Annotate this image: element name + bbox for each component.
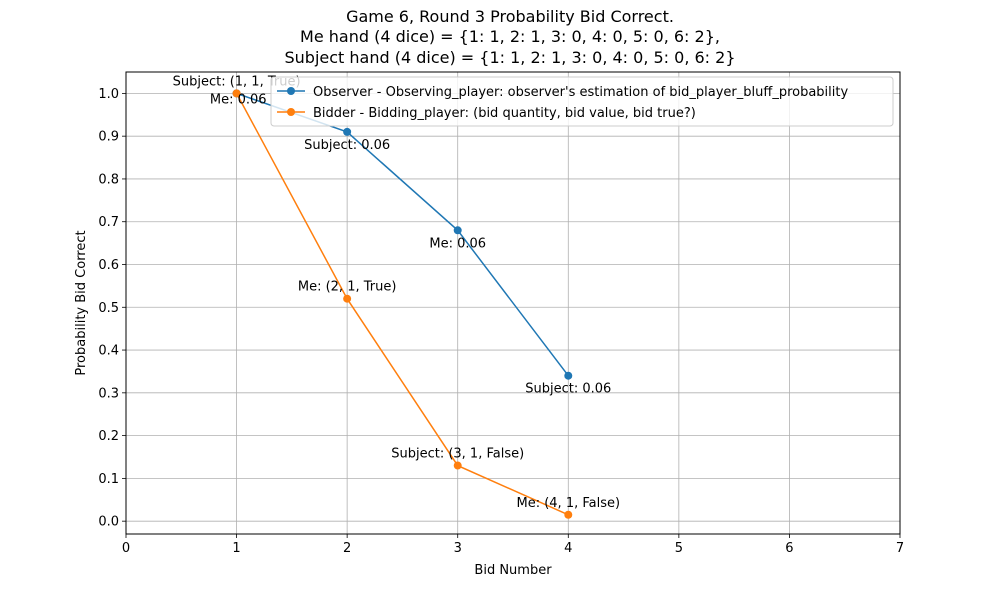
annotations: Me: 0.06 Subject: 0.06 Me: 0.06 Subject: 0.… xyxy=(173,74,620,510)
data-label: Me: 0.06 xyxy=(210,92,267,107)
legend-label: Bidder - Bidding_player: (bid quantity, … xyxy=(313,106,696,121)
y-tick-label: 0.4 xyxy=(98,344,119,359)
data-label: Subject: 0.06 xyxy=(525,382,611,397)
y-tick-label: 0.1 xyxy=(98,472,119,487)
series-layer xyxy=(232,89,573,519)
x-tick-label: 7 xyxy=(896,541,904,556)
y-tick-label: 1.0 xyxy=(98,87,119,102)
x-tick-label: 3 xyxy=(454,541,462,556)
data-label: Me: (4, 1, False) xyxy=(516,496,620,511)
chart-title: Game 6, Round 3 Probability Bid Correct.… xyxy=(284,7,735,67)
series-2-point xyxy=(232,89,241,98)
chart-title-line-3: Subject hand (4 dice) = {1: 1, 2: 1, 3: … xyxy=(284,48,735,67)
series-line-1 xyxy=(236,92,569,377)
data-label: Subject: (1, 1, True) xyxy=(173,74,301,89)
data-label: Subject: (3, 1, False) xyxy=(391,447,524,462)
y-axis-label: Probability Bid Correct xyxy=(74,230,89,375)
grid xyxy=(125,72,901,534)
x-tick-label: 4 xyxy=(564,541,572,556)
plot-frame xyxy=(125,71,901,535)
x-axis-label: Bid Number xyxy=(474,563,552,578)
y-tick-label: 0.8 xyxy=(98,172,119,187)
series-2-point xyxy=(564,510,573,519)
axis-ticks: 0 1 2 3 4 5 6 7 0.0 0.1 0.2 0.3 0.4 0.5 0.6 0.7 0.8 0.9 1.… xyxy=(98,87,904,556)
y-tick-label: 0.6 xyxy=(98,258,119,273)
series-2-point xyxy=(453,461,462,470)
chart-title-line-1: Game 6, Round 3 Probability Bid Correct. xyxy=(346,7,674,26)
data-label: Me: (2, 1, True) xyxy=(298,280,397,295)
series-1-point xyxy=(343,127,352,136)
series-2-point xyxy=(343,294,352,303)
legend-label: Observer - Observing_player: observer's … xyxy=(313,85,848,100)
legend-swatch-marker xyxy=(287,87,295,95)
y-tick-label: 0.2 xyxy=(98,429,119,444)
x-tick-label: 0 xyxy=(122,541,130,556)
x-tick-label: 2 xyxy=(343,541,351,556)
y-tick-label: 0.5 xyxy=(98,301,119,316)
x-tick-label: 6 xyxy=(785,541,793,556)
data-label: Me: 0.06 xyxy=(429,236,486,251)
y-tick-label: 0.9 xyxy=(98,130,119,145)
chart-title-line-2: Me hand (4 dice) = {1: 1, 2: 1, 3: 0, 4:… xyxy=(300,27,720,46)
series-line-2 xyxy=(235,93,569,516)
legend: Observer - Observing_player: observer's … xyxy=(270,76,894,127)
x-tick-label: 5 xyxy=(675,541,683,556)
y-tick-label: 0.0 xyxy=(98,515,119,530)
series-1-point xyxy=(453,226,462,235)
legend-swatch-marker xyxy=(287,108,295,116)
legend-box xyxy=(270,76,894,127)
series-1-point xyxy=(564,371,573,380)
x-tick-label: 1 xyxy=(232,541,240,556)
data-label: Subject: 0.06 xyxy=(304,138,390,153)
y-tick-label: 0.3 xyxy=(98,386,119,401)
y-tick-label: 0.7 xyxy=(98,215,119,230)
